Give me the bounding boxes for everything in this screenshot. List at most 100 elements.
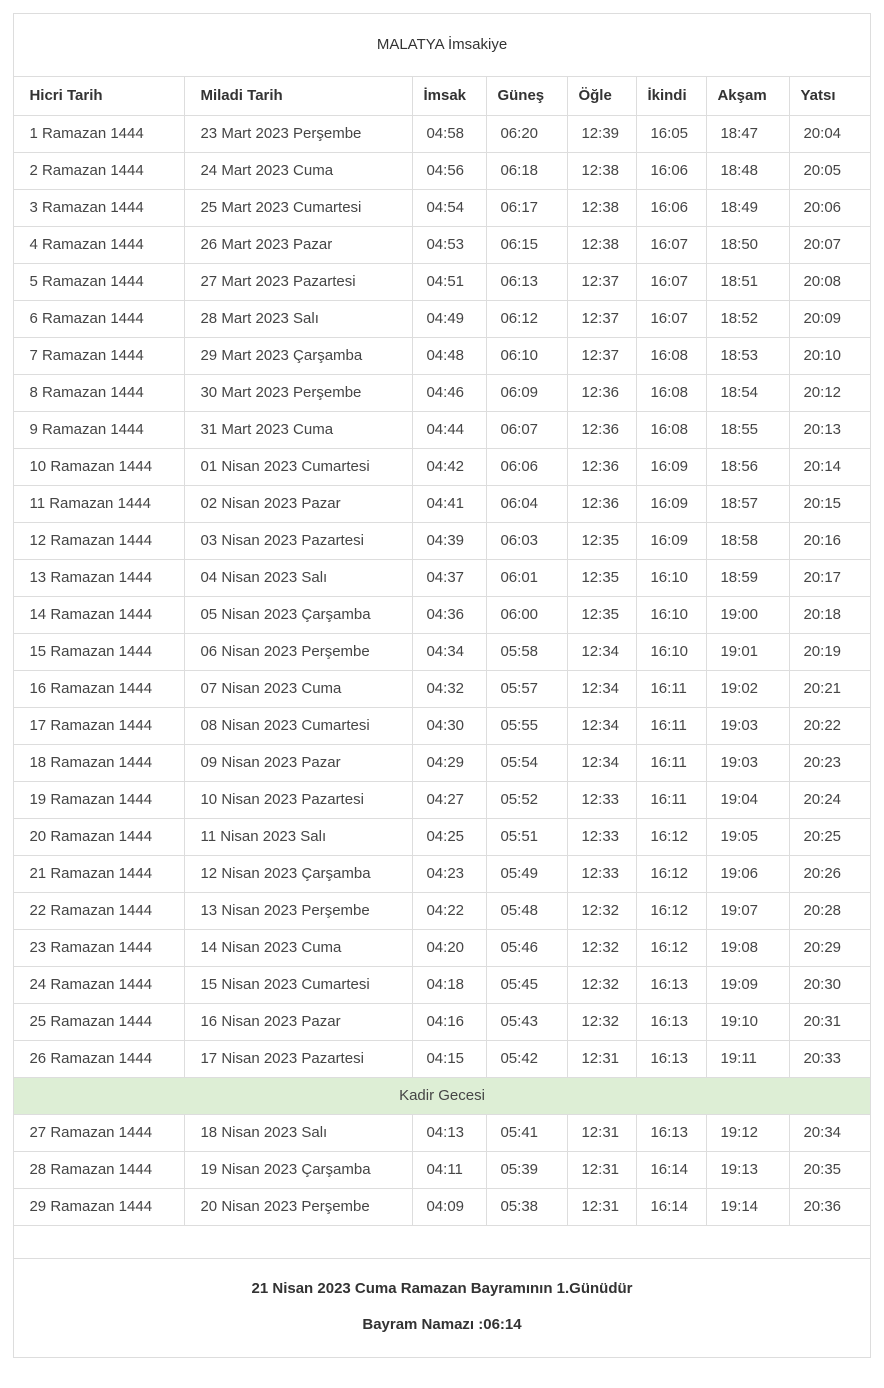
aksam-time-cell: 18:47 xyxy=(706,115,791,153)
miladi-date-cell: 31 Mart 2023 Cuma xyxy=(184,411,414,449)
ikindi-time-cell: 16:11 xyxy=(636,744,708,782)
hicri-date-cell: 23 Ramazan 1444 xyxy=(13,929,186,967)
imsak-time-cell: 04:48 xyxy=(412,337,488,375)
prayer-day-row: 12 Ramazan 1444 03 Nisan 2023 Pazartesi 04… xyxy=(13,522,871,560)
page-title: MALATYA İmsakiye xyxy=(13,13,871,77)
ogle-time-cell: 12:38 xyxy=(567,226,638,264)
prayer-day-row: 2 Ramazan 1444 24 Mart 2023 Cuma 04:56 06:1… xyxy=(13,152,871,190)
ogle-time-cell: 12:35 xyxy=(567,522,638,560)
ikindi-time-cell: 16:08 xyxy=(636,411,708,449)
miladi-date-cell: 08 Nisan 2023 Cumartesi xyxy=(184,707,414,745)
gunes-time-cell: 06:17 xyxy=(486,189,569,227)
prayer-day-row: 10 Ramazan 1444 01 Nisan 2023 Cumartesi 04… xyxy=(13,448,871,486)
ogle-time-cell: 12:35 xyxy=(567,596,638,634)
gunes-time-cell: 06:13 xyxy=(486,263,569,301)
miladi-date-cell: 29 Mart 2023 Çarşamba xyxy=(184,337,414,375)
yatsi-time-cell: 20:25 xyxy=(789,818,871,856)
ikindi-time-cell: 16:09 xyxy=(636,448,708,486)
imsak-time-cell: 04:58 xyxy=(412,115,488,153)
yatsi-time-cell: 20:15 xyxy=(789,485,871,523)
aksam-time-cell: 18:59 xyxy=(706,559,791,597)
ogle-time-cell: 12:31 xyxy=(567,1188,638,1226)
ogle-time-cell: 12:37 xyxy=(567,263,638,301)
ikindi-time-cell: 16:11 xyxy=(636,707,708,745)
ikindi-time-cell: 16:06 xyxy=(636,152,708,190)
miladi-date-cell: 24 Mart 2023 Cuma xyxy=(184,152,414,190)
hicri-date-cell: 26 Ramazan 1444 xyxy=(13,1040,186,1078)
bayram-namazi-time: Bayram Namazı :06:14 xyxy=(362,1316,522,1333)
imsak-time-cell: 04:20 xyxy=(412,929,488,967)
gunes-time-cell: 05:42 xyxy=(486,1040,569,1078)
gunes-time-cell: 06:10 xyxy=(486,337,569,375)
imsak-time-cell: 04:30 xyxy=(412,707,488,745)
prayer-day-row: 6 Ramazan 1444 28 Mart 2023 Salı 04:49 06:1… xyxy=(13,300,871,338)
yatsi-time-cell: 20:35 xyxy=(789,1151,871,1189)
yatsi-time-cell: 20:08 xyxy=(789,263,871,301)
hicri-date-cell: 19 Ramazan 1444 xyxy=(13,781,186,819)
gunes-time-cell: 05:46 xyxy=(486,929,569,967)
hicri-date-cell: 18 Ramazan 1444 xyxy=(13,744,186,782)
yatsi-time-cell: 20:33 xyxy=(789,1040,871,1078)
hicri-date-cell: 25 Ramazan 1444 xyxy=(13,1003,186,1041)
ogle-time-cell: 12:35 xyxy=(567,559,638,597)
hicri-date-cell: 29 Ramazan 1444 xyxy=(13,1188,186,1226)
aksam-time-cell: 19:08 xyxy=(706,929,791,967)
yatsi-time-cell: 20:10 xyxy=(789,337,871,375)
imsak-time-cell: 04:18 xyxy=(412,966,488,1004)
imsak-time-cell: 04:25 xyxy=(412,818,488,856)
imsak-time-cell: 04:42 xyxy=(412,448,488,486)
prayer-day-row: 8 Ramazan 1444 30 Mart 2023 Perşembe 04:46… xyxy=(13,374,871,412)
gunes-time-cell: 05:49 xyxy=(486,855,569,893)
miladi-date-cell: 15 Nisan 2023 Cumartesi xyxy=(184,966,414,1004)
yatsi-time-cell: 20:14 xyxy=(789,448,871,486)
ogle-time-cell: 12:32 xyxy=(567,966,638,1004)
aksam-time-cell: 19:02 xyxy=(706,670,791,708)
prayer-day-row: 22 Ramazan 1444 13 Nisan 2023 Perşembe 04:… xyxy=(13,892,871,930)
yatsi-time-cell: 20:26 xyxy=(789,855,871,893)
miladi-date-cell: 01 Nisan 2023 Cumartesi xyxy=(184,448,414,486)
ogle-time-cell: 12:34 xyxy=(567,670,638,708)
imsak-time-cell: 04:34 xyxy=(412,633,488,671)
imsak-time-cell: 04:13 xyxy=(412,1114,488,1152)
miladi-date-cell: 23 Mart 2023 Perşembe xyxy=(184,115,414,153)
ogle-time-cell: 12:32 xyxy=(567,929,638,967)
ogle-time-cell: 12:36 xyxy=(567,411,638,449)
miladi-date-cell: 02 Nisan 2023 Pazar xyxy=(184,485,414,523)
aksam-time-cell: 18:56 xyxy=(706,448,791,486)
footer-row: 21 Nisan 2023 Cuma Ramazan Bayramının 1.… xyxy=(13,1258,871,1358)
imsak-time-cell: 04:54 xyxy=(412,189,488,227)
aksam-time-cell: 18:53 xyxy=(706,337,791,375)
miladi-date-cell: 05 Nisan 2023 Çarşamba xyxy=(184,596,414,634)
miladi-date-cell: 03 Nisan 2023 Pazartesi xyxy=(184,522,414,560)
imsak-time-cell: 04:51 xyxy=(412,263,488,301)
aksam-time-cell: 18:58 xyxy=(706,522,791,560)
prayer-day-row: 7 Ramazan 1444 29 Mart 2023 Çarşamba 04:48… xyxy=(13,337,871,375)
ikindi-time-cell: 16:14 xyxy=(636,1188,708,1226)
miladi-date-cell: 28 Mart 2023 Salı xyxy=(184,300,414,338)
hicri-date-cell: 16 Ramazan 1444 xyxy=(13,670,186,708)
hicri-date-cell: 20 Ramazan 1444 xyxy=(13,818,186,856)
yatsi-time-cell: 20:13 xyxy=(789,411,871,449)
ogle-time-cell: 12:37 xyxy=(567,300,638,338)
ikindi-time-cell: 16:09 xyxy=(636,522,708,560)
ogle-time-cell: 12:34 xyxy=(567,744,638,782)
yatsi-time-cell: 20:23 xyxy=(789,744,871,782)
prayer-day-row: 21 Ramazan 1444 12 Nisan 2023 Çarşamba 04:… xyxy=(13,855,871,893)
hicri-date-cell: 8 Ramazan 1444 xyxy=(13,374,186,412)
ikindi-time-cell: 16:06 xyxy=(636,189,708,227)
miladi-date-cell: 14 Nisan 2023 Cuma xyxy=(184,929,414,967)
aksam-time-cell: 19:03 xyxy=(706,744,791,782)
yatsi-time-cell: 20:09 xyxy=(789,300,871,338)
prayer-day-row: 5 Ramazan 1444 27 Mart 2023 Pazartesi 04:5… xyxy=(13,263,871,301)
hicri-date-cell: 3 Ramazan 1444 xyxy=(13,189,186,227)
prayer-day-row: 13 Ramazan 1444 04 Nisan 2023 Salı 04:37 06… xyxy=(13,559,871,597)
yatsi-time-cell: 20:06 xyxy=(789,189,871,227)
yatsi-time-cell: 20:19 xyxy=(789,633,871,671)
hicri-date-cell: 15 Ramazan 1444 xyxy=(13,633,186,671)
aksam-time-cell: 19:10 xyxy=(706,1003,791,1041)
prayer-day-row: 28 Ramazan 1444 19 Nisan 2023 Çarşamba 04:… xyxy=(13,1151,871,1189)
miladi-date-cell: 11 Nisan 2023 Salı xyxy=(184,818,414,856)
gunes-time-cell: 06:04 xyxy=(486,485,569,523)
prayer-day-row: 25 Ramazan 1444 16 Nisan 2023 Pazar 04:16 0… xyxy=(13,1003,871,1041)
ikindi-time-cell: 16:08 xyxy=(636,374,708,412)
